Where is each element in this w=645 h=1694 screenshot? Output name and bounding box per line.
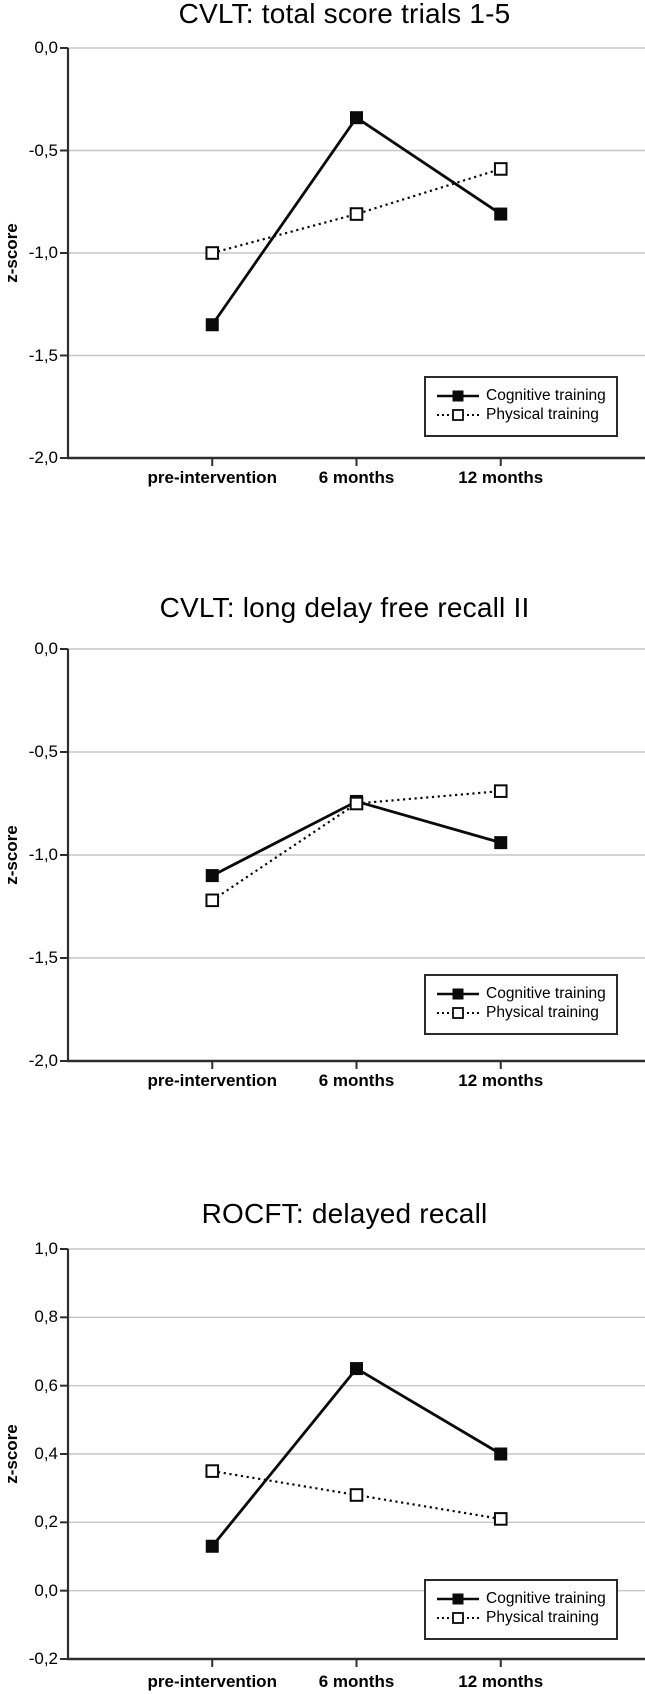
y-tick-label: 0,8 <box>34 1307 58 1327</box>
legend-label-cognitive: Cognitive training <box>486 984 606 1002</box>
y-tick-label: -1,0 <box>28 845 58 864</box>
data-point-marker-filled-square <box>205 869 219 883</box>
y-tick-label: 0,4 <box>34 1444 58 1463</box>
legend-label-physical: Physical training <box>486 405 599 423</box>
data-point-marker-filled-square <box>205 318 219 332</box>
y-tick-label: -0,5 <box>28 742 58 761</box>
chart2-title: CVLT: long delay free recall II <box>159 592 530 623</box>
x-tick-label: pre-intervention <box>147 1672 277 1691</box>
dotted-line-open-square-icon <box>437 1006 479 1019</box>
legend-item-physical: Physical training <box>426 405 616 424</box>
series-line-physical <box>211 167 502 255</box>
data-point-marker-open-square <box>349 1488 364 1502</box>
legend-label-cognitive: Cognitive training <box>486 1589 606 1607</box>
legend-label-physical: Physical training <box>486 1003 599 1021</box>
y-tick-label: 1,0 <box>34 1239 58 1258</box>
data-point-marker-filled-square <box>205 1539 219 1553</box>
series-line-cognitive <box>211 115 502 326</box>
y-tick-label: 0,6 <box>34 1375 58 1395</box>
legend-label-physical: Physical training <box>486 1608 599 1626</box>
chart2-legend: Cognitive training Physical training <box>424 974 618 1035</box>
series-line-cognitive <box>211 1366 502 1548</box>
data-point-marker-filled-square <box>350 111 363 125</box>
x-tick-label: 12 months <box>458 1672 544 1691</box>
legend-label-cognitive: Cognitive training <box>486 386 606 404</box>
legend-item-physical: Physical training <box>426 1003 616 1022</box>
solid-line-filled-square-icon <box>437 390 479 401</box>
y-tick-label: -1,5 <box>28 345 58 365</box>
solid-line-filled-square-icon <box>437 1593 479 1604</box>
chart1-title: CVLT: total score trials 1-5 <box>178 0 511 29</box>
solid-line-filled-square-icon <box>437 988 479 999</box>
data-point-marker-open-square <box>205 893 220 908</box>
data-point-marker-filled-square <box>494 836 508 850</box>
y-tick-label: -1,0 <box>28 243 58 262</box>
y-tick-label: 0,0 <box>34 1580 58 1600</box>
y-tick-label: -1,5 <box>28 948 58 967</box>
dotted-line-open-square-icon <box>437 408 479 421</box>
y-tick-label: 0,0 <box>34 38 58 57</box>
y-tick-label: -2,0 <box>28 1051 58 1070</box>
data-point-marker-open-square <box>349 207 364 221</box>
chart3-title: ROCFT: delayed recall <box>201 1198 488 1229</box>
y-tick-label: -0,5 <box>28 140 58 160</box>
data-point-marker-open-square <box>349 796 364 811</box>
x-tick-label: 12 months <box>458 1071 544 1090</box>
chart3-legend: Cognitive training Physical training <box>424 1579 618 1640</box>
x-tick-label: pre-intervention <box>147 468 277 487</box>
legend-item-cognitive: Cognitive training <box>426 1589 616 1608</box>
legend-item-cognitive: Cognitive training <box>426 386 616 405</box>
data-point-marker-open-square <box>205 1464 220 1478</box>
y-tick-label: -0,2 <box>28 1649 58 1668</box>
y-tick-label: 0,0 <box>34 639 58 658</box>
data-point-marker-open-square <box>493 162 508 176</box>
x-tick-label: pre-intervention <box>147 1071 277 1090</box>
legend-item-cognitive: Cognitive training <box>426 984 616 1003</box>
legend-item-physical: Physical training <box>426 1608 616 1627</box>
data-point-marker-open-square <box>493 784 508 798</box>
data-point-marker-filled-square <box>494 207 508 221</box>
series-line-cognitive <box>211 799 502 877</box>
x-tick-label: 6 months <box>318 468 395 487</box>
x-tick-label: 6 months <box>318 1672 395 1691</box>
data-point-marker-filled-square <box>494 1447 508 1461</box>
x-tick-label: 12 months <box>458 468 544 487</box>
dotted-line-open-square-icon <box>437 1611 479 1624</box>
x-tick-label: 6 months <box>318 1071 395 1090</box>
y-tick-label: 0,2 <box>34 1512 58 1532</box>
data-point-marker-open-square <box>493 1512 508 1526</box>
data-point-marker-filled-square <box>350 1362 363 1376</box>
chart1-legend: Cognitive training Physical training <box>424 376 618 437</box>
y-tick-label: -2,0 <box>28 448 58 467</box>
data-point-marker-open-square <box>205 246 220 260</box>
